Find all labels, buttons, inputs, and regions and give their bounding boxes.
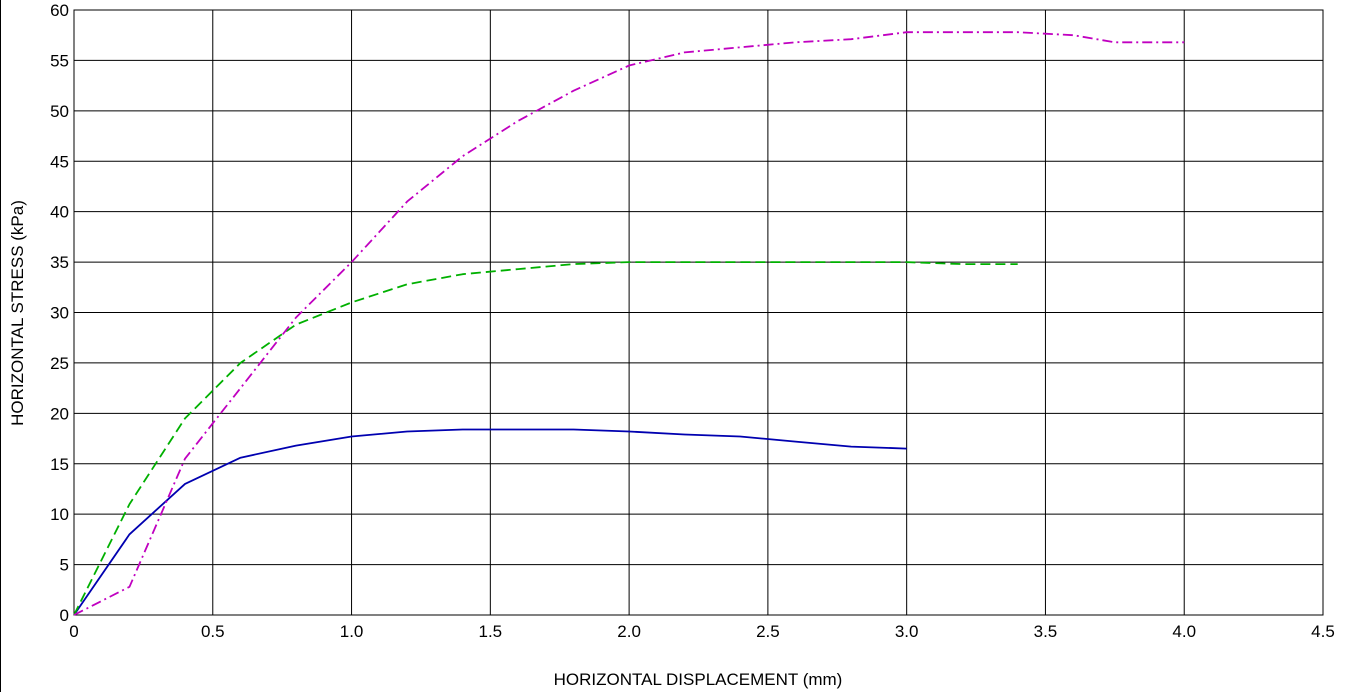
x-tick-label: 1.0 bbox=[340, 622, 364, 641]
y-tick-label: 45 bbox=[50, 152, 69, 171]
y-tick-label: 40 bbox=[50, 203, 69, 222]
y-tick-label: 35 bbox=[50, 253, 69, 272]
x-tick-label: 2.0 bbox=[617, 622, 641, 641]
x-tick-label: 1.5 bbox=[479, 622, 503, 641]
plot-frame bbox=[73, 9, 1324, 616]
y-tick-label: 20 bbox=[50, 404, 69, 423]
y-axis-ticks: 0 5 10 15 20 25 30 35 40 45 50 55 60 bbox=[50, 1, 69, 625]
x-tick-label: 4.0 bbox=[1172, 622, 1196, 641]
y-tick-label: 55 bbox=[50, 51, 69, 70]
y-tick-label: 5 bbox=[60, 556, 69, 575]
y-tick-label: 30 bbox=[50, 304, 69, 323]
x-tick-label: 0.5 bbox=[201, 622, 225, 641]
x-tick-label: 3.0 bbox=[895, 622, 919, 641]
y-tick-label: 10 bbox=[50, 505, 69, 524]
x-tick-label: 3.5 bbox=[1034, 622, 1058, 641]
y-tick-label: 15 bbox=[50, 455, 69, 474]
series-line-2 bbox=[73, 261, 1018, 616]
x-tick-label: 4.5 bbox=[1311, 622, 1335, 641]
series-line-3 bbox=[73, 31, 1185, 616]
y-tick-label: 60 bbox=[50, 1, 69, 20]
left-frame-edge bbox=[0, 0, 1, 692]
grid bbox=[74, 10, 1323, 615]
y-axis-label: HORIZONTAL STRESS (kPa) bbox=[8, 200, 27, 426]
x-tick-label: 2.5 bbox=[756, 622, 780, 641]
series-lines bbox=[73, 31, 1185, 616]
y-tick-label: 50 bbox=[50, 102, 69, 121]
series-line-1 bbox=[73, 428, 907, 616]
x-tick-label: 0 bbox=[69, 622, 78, 641]
x-axis-ticks: 0 0.5 1.0 1.5 2.0 2.5 3.0 3.5 4.0 4.5 bbox=[69, 622, 1335, 641]
x-axis-label: HORIZONTAL DISPLACEMENT (mm) bbox=[554, 670, 843, 689]
y-tick-label: 25 bbox=[50, 354, 69, 373]
y-tick-label: 0 bbox=[60, 606, 69, 625]
